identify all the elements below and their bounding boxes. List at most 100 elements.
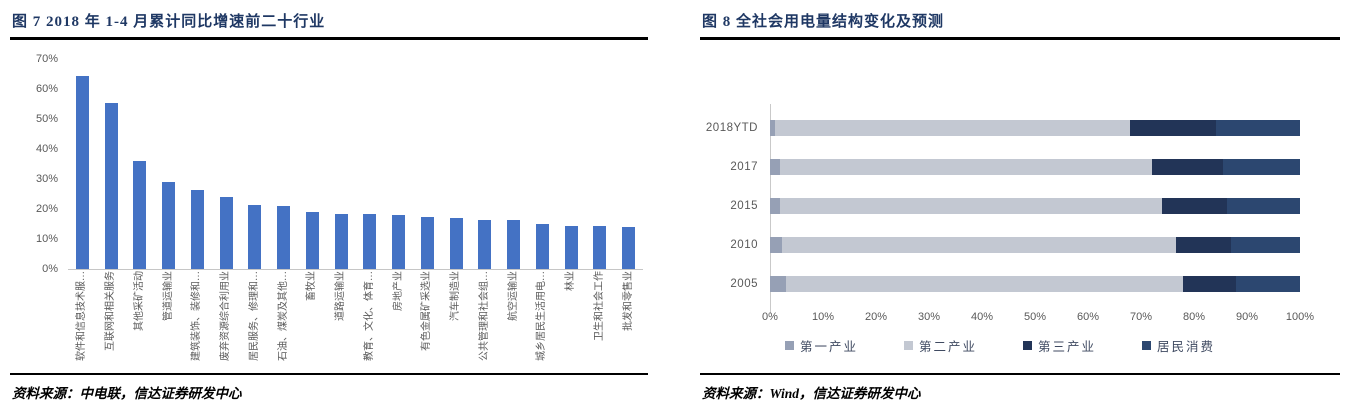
category-label: 石油、煤炭及其他… [277,271,289,361]
bar [478,219,492,269]
category-label: 批发和零售业 [622,271,634,331]
segment-第三产业 [1152,158,1224,175]
segment-第二产业 [781,236,1176,253]
stacked-rows: 2018YTD 2017 2015 2010 2005 [700,108,1300,303]
category-label: 林业 [565,271,577,291]
category-label: 教育、文化、体育… [363,271,375,361]
segment-第一产业 [770,275,786,292]
bar [219,197,233,269]
category-label: 居民服务、修理和… [248,271,260,361]
row-category-label: 2010 [730,238,758,251]
x-axis-tick-label: 90% [1235,311,1259,323]
x-axis-tick-label: 50% [1023,311,1047,323]
x-axis-tick-label: 30% [917,311,941,323]
bar [363,213,377,269]
bar [162,182,176,269]
row-category-label: 2017 [730,160,758,173]
category-label: 房地产业 [392,271,404,311]
top20-growth-bar-chart: 0% 10% 20% 30% 40% 50% 60% 70% 软件和信息技术服… 互联网和相关服务… [10,40,648,373]
category-label: 公共管理和社会组… [478,271,490,361]
legend-swatch-icon [903,341,913,350]
figure-7-title: 图 7 2018 年 1-4 月累计同比增速前二十行业 [10,8,648,40]
row-category-label: 2005 [730,277,758,290]
stacked-bar-track [770,236,1300,253]
segment-第三产业 [1130,119,1217,136]
y-axis-tick-label: 60% [35,83,58,95]
category-label: 道路运输业 [335,271,347,321]
stacked-bar-track [770,197,1300,214]
bar [248,204,262,269]
bar [133,161,147,269]
stacked-bar-row: 2010 [700,225,1300,264]
stacked-bar-row: 2018YTD [700,108,1300,147]
stacked-bar-track [770,275,1300,292]
category-label: 有色金属矿采选业 [421,271,433,351]
legend-swatch-icon [1023,341,1032,350]
bar [75,75,89,269]
segment-居民消费 [1223,158,1300,175]
x-axis-line [68,269,643,270]
stacked-bar-track [770,119,1300,136]
bar [392,215,406,269]
legend-item-secondary-industry: 第二产业 [903,336,977,355]
segment-第二产业 [779,197,1163,214]
x-axis-tick-label: 40% [970,311,994,323]
category-label: 软件和信息技术服… [76,271,88,361]
bar [535,224,549,269]
figure-8-title: 图 8 全社会用电量结构变化及预测 [700,8,1340,40]
legend-item-primary-industry: 第一产业 [784,336,858,355]
segment-第二产业 [780,158,1153,175]
category-label: 航空运输业 [507,271,519,321]
stacked-bar-row: 2005 [700,264,1300,303]
category-label: 管道运输业 [162,271,174,321]
y-axis-tick-label: 0% [42,263,58,275]
x-axis-tick-label: 80% [1182,311,1206,323]
bar [507,219,521,269]
row-category-label: 2015 [730,199,758,212]
stacked-bar-track [770,158,1300,175]
legend-label: 第二产业 [918,340,977,354]
segment-居民消费 [1231,236,1300,253]
segment-第二产业 [785,275,1184,292]
segment-第三产业 [1183,275,1237,292]
segment-第一产业 [770,197,780,214]
legend-swatch-icon [784,341,794,350]
stacked-bar-row: 2017 [700,147,1300,186]
electricity-structure-stacked-chart: 2018YTD 2017 2015 2010 2005 0% 10% 20% 30% 40% 50… [700,40,1340,373]
segment-居民消费 [1236,275,1300,292]
x-axis-tick-label: 70% [1129,311,1153,323]
category-label: 互联网和相关服务 [105,271,117,351]
bar [104,102,118,269]
bar [277,206,291,269]
bar [593,225,607,269]
segment-第二产业 [775,119,1131,136]
legend-item-residential: 居民消费 [1142,336,1215,355]
figure-8: 图 8 全社会用电量结构变化及预测 2018YTD 2017 2015 2010 200… [700,8,1340,402]
legend-label: 第一产业 [799,340,858,354]
category-label: 其他采矿活动 [133,271,145,331]
x-axis-tick-label: 60% [1076,311,1100,323]
figure-8-source-note: 资料来源：Wind，信达证券研发中心 [700,373,1340,402]
segment-第一产业 [770,158,781,175]
bar [449,218,463,269]
chart-legend: 第一产业 第二产业 第三产业 居民消费 [700,336,1300,355]
figure-7: 图 7 2018 年 1-4 月累计同比增速前二十行业 0% 10% 20% 30% 4… [10,8,648,402]
y-axis-tick-label: 30% [35,173,58,185]
category-label: 畜牧业 [306,271,318,301]
category-label: 建筑装饰、装修和… [191,271,203,361]
y-axis-tick-label: 70% [35,53,58,65]
stacked-bar-row: 2015 [700,186,1300,225]
segment-第三产业 [1162,197,1228,214]
legend-label: 第三产业 [1038,340,1097,354]
y-axis-tick-label: 10% [35,233,58,245]
bar [622,227,636,269]
category-label: 汽车制造业 [450,271,462,321]
segment-居民消费 [1216,119,1300,136]
row-category-label: 2018YTD [705,121,758,134]
figure-7-source-note: 资料来源：中电联，信达证券研发中心 [10,373,648,402]
category-label: 城乡居民生活用电… [536,271,548,361]
segment-第一产业 [770,236,782,253]
legend-label: 居民消费 [1157,340,1216,354]
legend-swatch-icon [1142,341,1152,350]
x-axis-tick-label: 20% [864,311,888,323]
